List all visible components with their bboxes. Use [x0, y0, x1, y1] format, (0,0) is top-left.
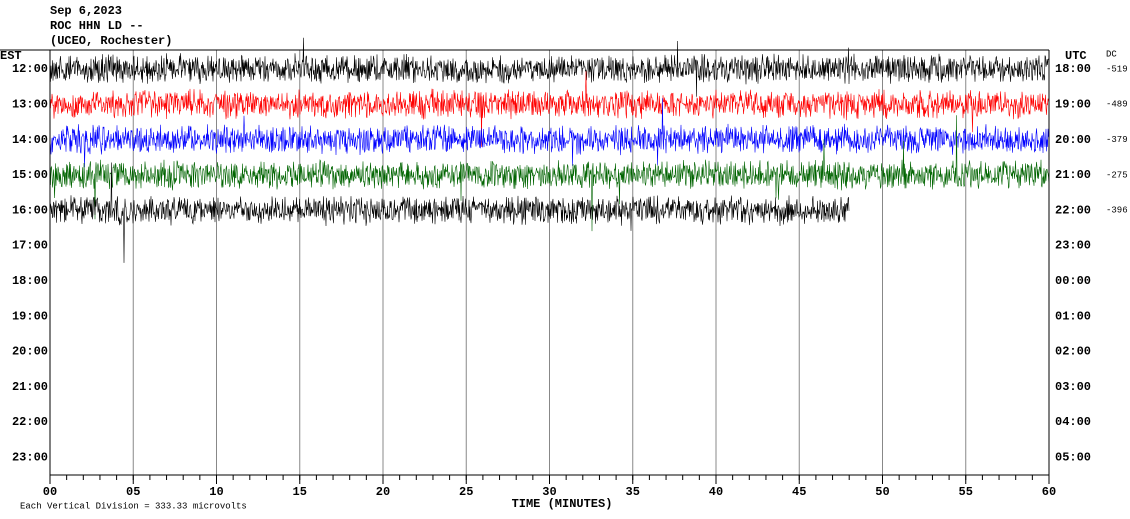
dc-offset: -275 — [1106, 170, 1128, 180]
dc-offset: -379 — [1106, 135, 1128, 145]
utc-label: 01:00 — [1055, 309, 1091, 323]
x-tick-label: 60 — [1042, 485, 1056, 499]
title-line: (UCEO, Rochester) — [50, 34, 172, 48]
est-label: 16:00 — [12, 203, 48, 217]
x-tick-label: 10 — [209, 485, 223, 499]
est-label: 14:00 — [12, 133, 48, 147]
utc-label: 03:00 — [1055, 380, 1091, 394]
x-tick-label: 25 — [459, 485, 473, 499]
trace — [49, 115, 1050, 232]
x-tick-label: 35 — [626, 485, 640, 499]
x-tick-label: 55 — [959, 485, 973, 499]
est-label: 13:00 — [12, 97, 48, 111]
x-tick-label: 05 — [126, 485, 140, 499]
x-tick-label: 50 — [875, 485, 889, 499]
x-tick-label: 20 — [376, 485, 390, 499]
title-line: ROC HHN LD -- — [50, 19, 144, 33]
est-label: 18:00 — [12, 274, 48, 288]
x-tick-label: 00 — [43, 485, 57, 499]
x-tick-label: 45 — [792, 485, 806, 499]
trace — [49, 98, 1050, 168]
trace — [49, 71, 1050, 147]
est-label: 21:00 — [12, 380, 48, 394]
utc-label: 22:00 — [1055, 203, 1091, 217]
est-label: 17:00 — [12, 239, 48, 253]
est-label: 20:00 — [12, 345, 48, 359]
dc-offset: -489 — [1106, 100, 1128, 110]
dc-offset: -519 — [1106, 64, 1128, 74]
left-axis-label: EST — [0, 49, 22, 63]
est-label: 23:00 — [12, 450, 48, 464]
title-line: Sep 6,2023 — [50, 4, 122, 18]
utc-label: 04:00 — [1055, 415, 1091, 429]
est-label: 15:00 — [12, 168, 48, 182]
est-label: 19:00 — [12, 309, 48, 323]
utc-label: 18:00 — [1055, 62, 1091, 76]
x-tick-label: 40 — [709, 485, 723, 499]
utc-label: 02:00 — [1055, 345, 1091, 359]
est-label: 12:00 — [12, 62, 48, 76]
utc-label: 00:00 — [1055, 274, 1091, 288]
offset-label: DC — [1106, 49, 1117, 59]
utc-label: 20:00 — [1055, 133, 1091, 147]
footer: Each Vertical Division = 333.33 microvol… — [20, 501, 247, 511]
trace — [49, 162, 850, 263]
trace — [49, 37, 1050, 97]
utc-label: 21:00 — [1055, 168, 1091, 182]
x-tick-label: 15 — [293, 485, 307, 499]
est-label: 22:00 — [12, 415, 48, 429]
utc-label: 23:00 — [1055, 239, 1091, 253]
x-axis-label: TIME (MINUTES) — [512, 497, 613, 511]
right-axis-label: UTC — [1065, 49, 1087, 63]
utc-label: 19:00 — [1055, 97, 1091, 111]
utc-label: 05:00 — [1055, 450, 1091, 464]
dc-offset: -396 — [1106, 206, 1128, 216]
x-tick-label: 30 — [542, 485, 556, 499]
